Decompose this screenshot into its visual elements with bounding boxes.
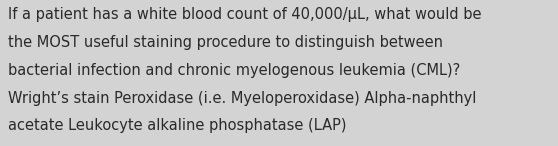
Text: Wright’s stain Peroxidase (i.e. Myeloperoxidase) Alpha-naphthyl: Wright’s stain Peroxidase (i.e. Myeloper… bbox=[8, 91, 477, 106]
Text: the MOST useful staining procedure to distinguish between: the MOST useful staining procedure to di… bbox=[8, 35, 444, 50]
Text: acetate Leukocyte alkaline phosphatase (LAP): acetate Leukocyte alkaline phosphatase (… bbox=[8, 118, 347, 133]
Text: If a patient has a white blood count of 40,000/μL, what would be: If a patient has a white blood count of … bbox=[8, 7, 482, 22]
Text: bacterial infection and chronic myelogenous leukemia (CML)?: bacterial infection and chronic myelogen… bbox=[8, 63, 460, 78]
